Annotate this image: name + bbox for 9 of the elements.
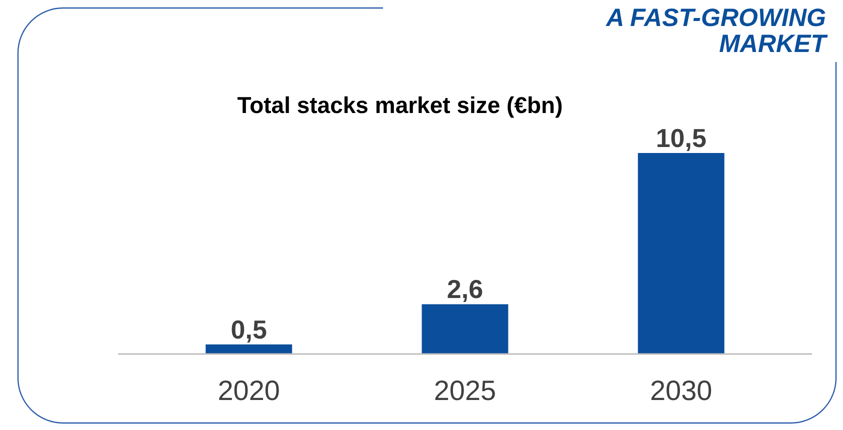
chart-title: Total stacks market size (€bn) xyxy=(237,92,563,118)
x-tick-label: 2030 xyxy=(650,375,712,406)
data-label: 2,6 xyxy=(446,274,484,304)
data-label: 10,5 xyxy=(656,123,706,153)
data-label: 0,5 xyxy=(230,314,267,344)
x-tick-label: 2025 xyxy=(434,375,496,406)
text: MARKET xyxy=(719,30,829,58)
x-tick-label: 2020 xyxy=(218,375,280,406)
text: A FAST-GROWING xyxy=(605,4,826,32)
